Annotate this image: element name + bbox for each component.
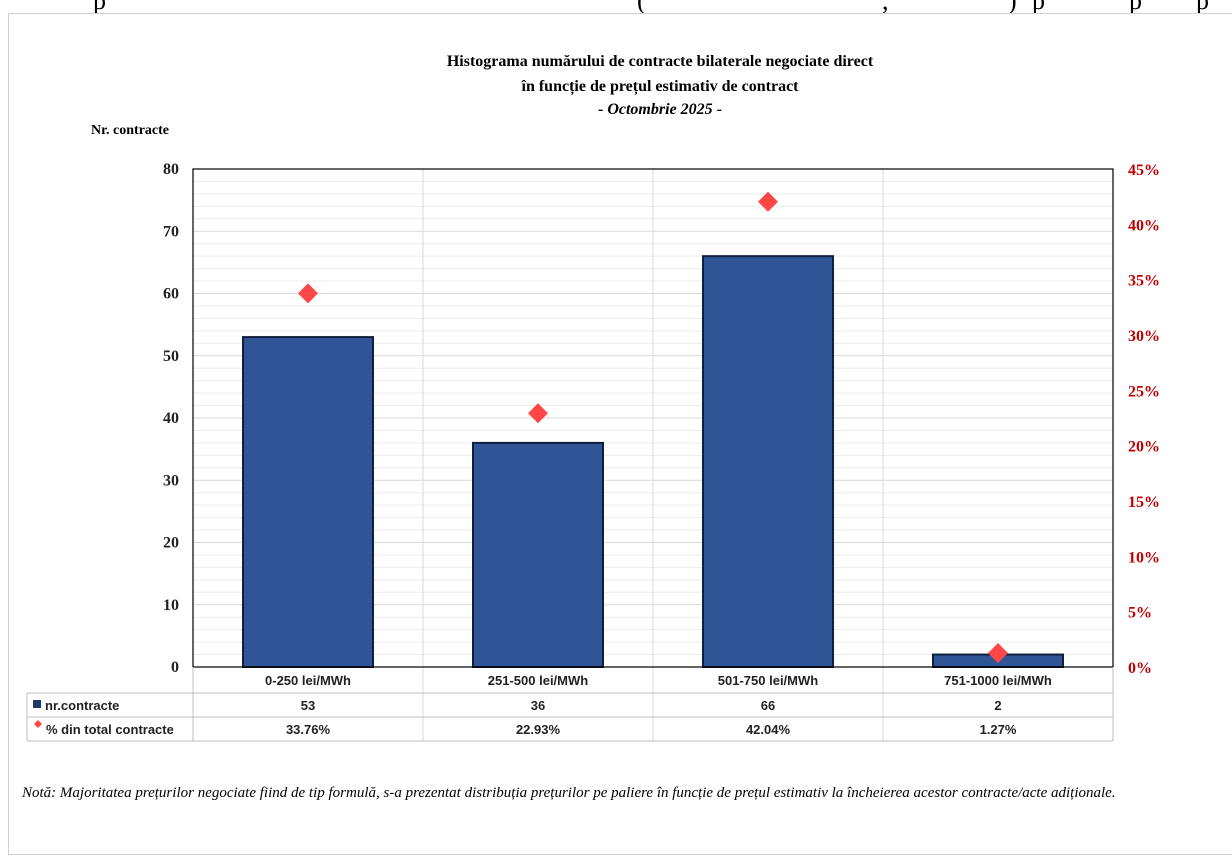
percent-marker-2 [528, 403, 548, 424]
y-tick-label: 50 [163, 348, 179, 365]
chart-title-line-1: Histograma numărului de contracte bilate… [447, 53, 874, 70]
count-data-label: 36 [531, 698, 545, 713]
fragment-text-1: p [93, 0, 106, 14]
plot-area-border [192, 168, 1114, 668]
chart-frame [8, 13, 1232, 855]
y2-tick-label: 25% [1128, 383, 1160, 400]
y-tick-label: 10 [163, 597, 179, 614]
fragment-text-7: p [1196, 0, 1209, 14]
fragment-text-2: ( [637, 0, 646, 14]
fragment-text-3: , [882, 0, 889, 14]
y-tick-label: 40 [163, 410, 179, 427]
y-tick-label: 30 [163, 472, 179, 489]
bar-series [242, 255, 1064, 668]
y-tick-label: 0 [171, 659, 179, 676]
top-text-fragment: p ( , ) p p p [0, 0, 1232, 14]
legend-label-percent: % din total contracte [46, 722, 174, 737]
percent-data-label: 1.27% [980, 722, 1017, 737]
percent-data-label: 33.76% [286, 722, 331, 737]
title-dash-right: - [717, 101, 722, 118]
legend-key-bars [33, 700, 41, 708]
bar-1 [242, 336, 374, 668]
fragment-text-5: p [1032, 0, 1045, 14]
chart-title-line-2: în funcție de prețul estimativ de contra… [521, 78, 800, 96]
fragment-text-4: ) [1008, 0, 1017, 14]
x-tick-label: 251-500 lei/MWh [488, 673, 588, 688]
y-tick-label: 80 [163, 161, 179, 178]
count-data-label: 53 [301, 698, 315, 713]
axes: 0 10 20 30 40 50 60 70 80 0% 5% 10% 15% 20% 25% 30% 35% 4… [163, 161, 1160, 677]
y2-tick-label: 10% [1128, 549, 1160, 566]
x-tick-label: 751-1000 lei/MWh [944, 673, 1052, 688]
y2-tick-label: 5% [1128, 605, 1152, 622]
count-data-label: 66 [761, 698, 775, 713]
legend-key-percent [34, 720, 42, 728]
x-tick-label: 0-250 lei/MWh [265, 673, 351, 688]
count-data-label: 2 [994, 698, 1001, 713]
bar-2 [472, 441, 604, 668]
percent-marker-4 [988, 642, 1008, 663]
percent-series [298, 191, 1008, 663]
y2-tick-label: 0% [1128, 660, 1152, 677]
title-dash-left: - [598, 101, 603, 118]
y2-tick-label: 15% [1128, 494, 1160, 511]
footnote: Notă: Majoritatea prețurilor negociate f… [22, 785, 1116, 801]
bar-3 [702, 255, 834, 668]
y2-tick-label: 35% [1128, 273, 1160, 290]
x-tick-label: 501-750 lei/MWh [718, 673, 818, 688]
y2-tick-label: 45% [1128, 162, 1160, 179]
legend-label-bars: nr.contracte [45, 698, 119, 713]
y2-tick-label: 30% [1128, 328, 1160, 345]
y2-tick-label: 40% [1128, 217, 1160, 234]
y-tick-label: 70 [163, 223, 179, 240]
percent-marker-3 [758, 191, 778, 212]
percent-marker-1 [298, 283, 318, 304]
percent-data-label: 42.04% [746, 722, 791, 737]
chart-subtitle-period: Octombrie 2025 [607, 101, 712, 118]
percent-data-label: 22.93% [516, 722, 561, 737]
y-axis-label: Nr. contracte [91, 123, 169, 138]
y2-tick-label: 20% [1128, 439, 1160, 456]
y-tick-label: 20 [163, 535, 179, 552]
chart-title-line-3: - Octombrie 2025 - [598, 101, 722, 118]
y-tick-label: 60 [163, 286, 179, 303]
fragment-text-6: p [1129, 0, 1142, 14]
